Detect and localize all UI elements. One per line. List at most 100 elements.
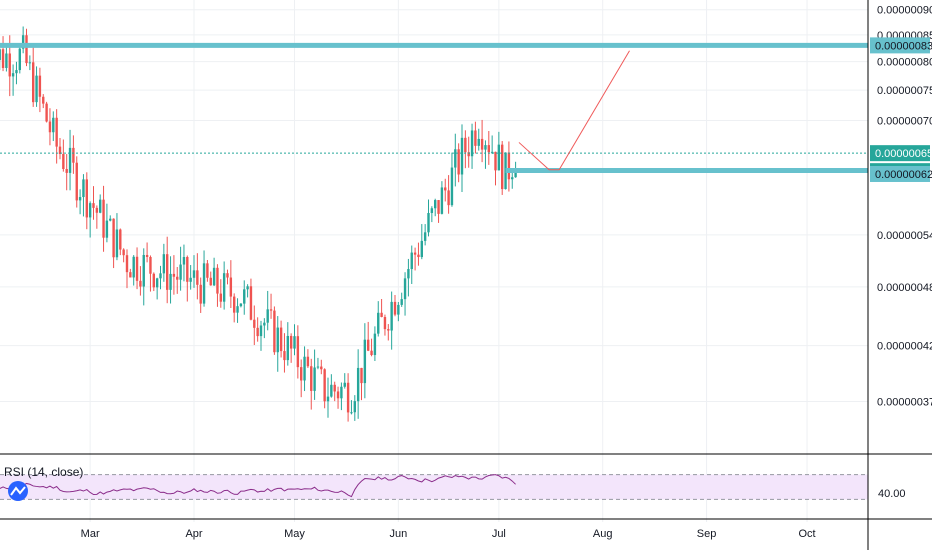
candle-body [68, 147, 72, 173]
candle-body [373, 333, 377, 356]
candle-body [273, 310, 276, 353]
candle-body [166, 254, 169, 290]
price-tick-label: 0.00000048 [877, 282, 932, 294]
candle-body [249, 286, 253, 320]
candle-body [390, 301, 393, 331]
candle-body [92, 203, 95, 208]
price-tick-label: 0.00000080 [877, 57, 932, 69]
candle-body [186, 257, 189, 282]
rsi-line [0, 474, 516, 498]
time-tick-label: Aug [593, 528, 613, 540]
projection-path[interactable] [518, 50, 630, 171]
candle-body [360, 367, 363, 384]
candle-body [484, 145, 487, 150]
time-tick-label: Sep [697, 528, 717, 540]
candle-body [427, 213, 430, 233]
candle-body [95, 207, 99, 213]
candle-body [32, 62, 35, 103]
candle-body [487, 145, 490, 153]
candle-body [323, 369, 326, 402]
candle-body [172, 273, 176, 277]
candle-body [256, 327, 259, 337]
candle-body [42, 96, 45, 104]
candle-body [350, 412, 353, 414]
rsi-legend[interactable]: RSI (14, close) [4, 465, 83, 479]
candle-body [269, 309, 273, 311]
candle-body [464, 137, 467, 153]
candle-body [209, 277, 212, 286]
candle-body [75, 162, 78, 201]
price-level-tag [870, 165, 930, 182]
candle-body [303, 356, 306, 381]
candle-body [72, 147, 75, 163]
candle-body [300, 367, 303, 381]
candle-body [25, 35, 28, 64]
candle-body [296, 336, 300, 368]
candle-body [313, 367, 316, 391]
candle-body [353, 401, 356, 413]
candle-body [119, 229, 122, 250]
candle-body [18, 48, 21, 71]
candle-body [145, 254, 149, 257]
candle-body [135, 256, 139, 281]
candle-body [380, 312, 383, 318]
candle-body [11, 73, 15, 77]
candles-series [0, 26, 517, 422]
time-tick-label: Jun [389, 528, 407, 540]
candle-body [490, 151, 494, 153]
candle-body [497, 144, 501, 171]
rsi-value-label: 40.00 [878, 488, 906, 500]
candle-body [283, 351, 286, 361]
time-axis: Mar Apr May Jun Jul Aug Sep Oct [0, 518, 932, 540]
candle-body [159, 273, 162, 279]
candle-body [109, 218, 112, 221]
candle-body [383, 317, 387, 330]
candle-body [474, 130, 477, 146]
time-tick-label: Mar [81, 528, 100, 540]
candle-body [356, 367, 360, 402]
price-tick-label: 0.00000037 [877, 397, 932, 409]
candle-body [226, 273, 229, 278]
candle-body [112, 218, 115, 258]
candle-body [310, 366, 313, 391]
candle-body [152, 273, 155, 288]
candle-body [206, 263, 209, 278]
candle-body [246, 286, 249, 290]
candle-body [343, 382, 346, 387]
candle-body [122, 249, 125, 256]
candle-body [333, 384, 336, 392]
projection-line[interactable] [518, 50, 630, 171]
candle-body [430, 208, 434, 214]
candle-body [176, 276, 179, 280]
candle-body [444, 187, 447, 191]
candle-body [222, 273, 226, 302]
candle-body [413, 252, 417, 255]
candle-body [82, 179, 85, 198]
horizontal-levels[interactable] [0, 42, 868, 173]
candle-body [393, 301, 397, 315]
candle-body [494, 151, 497, 171]
candle-body [142, 254, 145, 287]
candle-body [239, 303, 243, 307]
price-tick-label: 0.00000054 [877, 230, 932, 242]
candle-body [363, 339, 367, 384]
price-tick-label: 0.00000070 [877, 115, 932, 127]
candle-body [407, 269, 410, 279]
candle-body [199, 284, 202, 304]
candle-body [62, 154, 65, 170]
candle-body [501, 144, 504, 190]
candle-body [85, 179, 88, 218]
candle-body [450, 167, 454, 206]
time-tick-label: Apr [185, 528, 202, 540]
candle-body [440, 187, 444, 214]
price-level-tag [870, 37, 930, 54]
candle-body [102, 199, 105, 238]
candle-body [417, 254, 420, 258]
candle-body [346, 382, 350, 413]
candle-body [105, 220, 109, 238]
candle-body [229, 277, 233, 297]
candle-body [263, 322, 266, 326]
time-tick-label: Jul [492, 528, 506, 540]
candle-body [289, 335, 293, 349]
